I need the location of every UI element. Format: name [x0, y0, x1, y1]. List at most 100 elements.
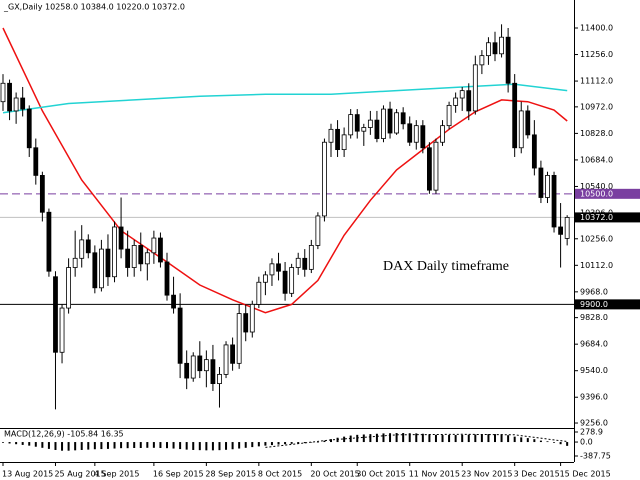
candle-body — [112, 226, 117, 278]
candle-body — [531, 134, 537, 169]
macd-tick-label: 0.0 — [580, 438, 593, 447]
level-box — [575, 188, 640, 199]
candle-body — [367, 119, 373, 128]
x-tick-label: 28 Sep 2015 — [205, 470, 256, 479]
x-tick-label: 25 Aug 2015 — [54, 470, 105, 479]
macd-bar — [500, 434, 503, 443]
macd-bar — [80, 442, 83, 450]
candle-body — [92, 252, 98, 289]
candle-body — [197, 355, 203, 372]
macd-bar — [520, 437, 523, 443]
macd-bar — [41, 442, 44, 448]
macd-bar — [238, 442, 241, 449]
macd-bar — [67, 442, 70, 451]
candle-body — [381, 108, 386, 139]
candle-body — [472, 64, 478, 112]
candle-body — [125, 248, 131, 268]
candle-body — [217, 373, 222, 384]
macd-bar — [454, 435, 457, 443]
candle-body — [459, 90, 465, 99]
macd-bar — [480, 434, 483, 443]
macd-bar — [166, 442, 168, 449]
macd-bar — [402, 433, 405, 443]
macd-tick-label: -387.75 — [580, 452, 611, 461]
candle-body — [426, 147, 432, 191]
macd-bar — [179, 442, 182, 450]
y-tick-label: 11256.0 — [580, 50, 613, 59]
macd-bar — [61, 442, 64, 451]
macd-bar — [120, 442, 123, 449]
candle-body — [564, 217, 570, 239]
macd-bar — [172, 442, 175, 449]
candle-body — [289, 267, 295, 294]
macd-bar — [362, 434, 365, 443]
y-tick-label: 10684.0 — [580, 155, 613, 164]
macd-bar — [270, 442, 273, 446]
moving-average — [2, 83, 568, 114]
candle-body — [374, 119, 380, 139]
macd-bar — [389, 433, 392, 443]
macd-bar — [47, 442, 50, 449]
candle-body — [453, 97, 459, 106]
macd-bar — [198, 442, 201, 451]
macd-bar — [546, 441, 549, 443]
macd-bar — [133, 442, 136, 448]
candle-body — [505, 36, 511, 84]
macd-bar — [100, 442, 103, 450]
candle-body — [39, 175, 45, 213]
candle-body — [348, 114, 354, 136]
candle-body — [328, 128, 334, 143]
macd-bar — [507, 435, 510, 443]
macd-bar — [330, 439, 332, 443]
candle-body — [72, 257, 78, 268]
annotation: DAX Daily timeframe — [383, 259, 509, 274]
candle-body — [249, 303, 255, 333]
candle-body — [486, 42, 491, 57]
candle-body — [282, 270, 288, 294]
candle-body — [190, 355, 196, 379]
y-tick-label: 9256.0 — [580, 419, 608, 428]
candle-body — [7, 82, 12, 112]
macd-bar — [205, 442, 208, 451]
x-tick-label: 16 Sep 2015 — [153, 470, 204, 479]
macd-bar — [257, 442, 260, 447]
macd-bar — [513, 436, 516, 443]
macd-bar — [467, 434, 470, 443]
candle-body — [499, 36, 504, 55]
header: _GX,Daily 10258.0 10384.0 10220.0 10372.… — [3, 3, 185, 12]
macd-bar — [106, 442, 109, 449]
macd-bar — [211, 442, 214, 451]
current-price-box — [575, 212, 640, 223]
macd-bar — [303, 442, 306, 444]
candle-body — [538, 167, 544, 198]
macd-bar — [192, 442, 195, 450]
candle-body — [322, 141, 327, 217]
x-tick-label: 11 Nov 2015 — [409, 470, 460, 479]
macd-bar — [2, 442, 4, 443]
macd-bar — [264, 442, 267, 446]
macd-bar — [408, 433, 411, 443]
y-tick-label: 9828.0 — [580, 313, 608, 322]
macd-bar — [28, 442, 31, 446]
candle-body — [400, 112, 406, 125]
x-tick-label: 30 Oct 2015 — [356, 470, 405, 479]
candle-body — [420, 125, 426, 149]
candle-body — [276, 263, 281, 272]
candle-body — [262, 274, 268, 283]
macd-bar — [375, 433, 378, 443]
current-price-label: 10372.0 — [580, 213, 613, 222]
candle-body — [545, 175, 550, 198]
candle-body — [492, 42, 498, 55]
candle-body — [26, 108, 32, 149]
candle-body — [518, 110, 524, 149]
candle-body — [99, 248, 104, 289]
macd-bar — [428, 434, 431, 443]
macd-bar — [533, 439, 536, 443]
candle-body — [118, 226, 124, 250]
x-tick-label: 4 Sep 2015 — [94, 470, 140, 479]
candle-body — [223, 344, 229, 375]
candle-body — [269, 263, 275, 276]
macd-bar — [34, 442, 37, 447]
macd-bar — [566, 442, 569, 446]
macd-bar — [395, 433, 398, 443]
